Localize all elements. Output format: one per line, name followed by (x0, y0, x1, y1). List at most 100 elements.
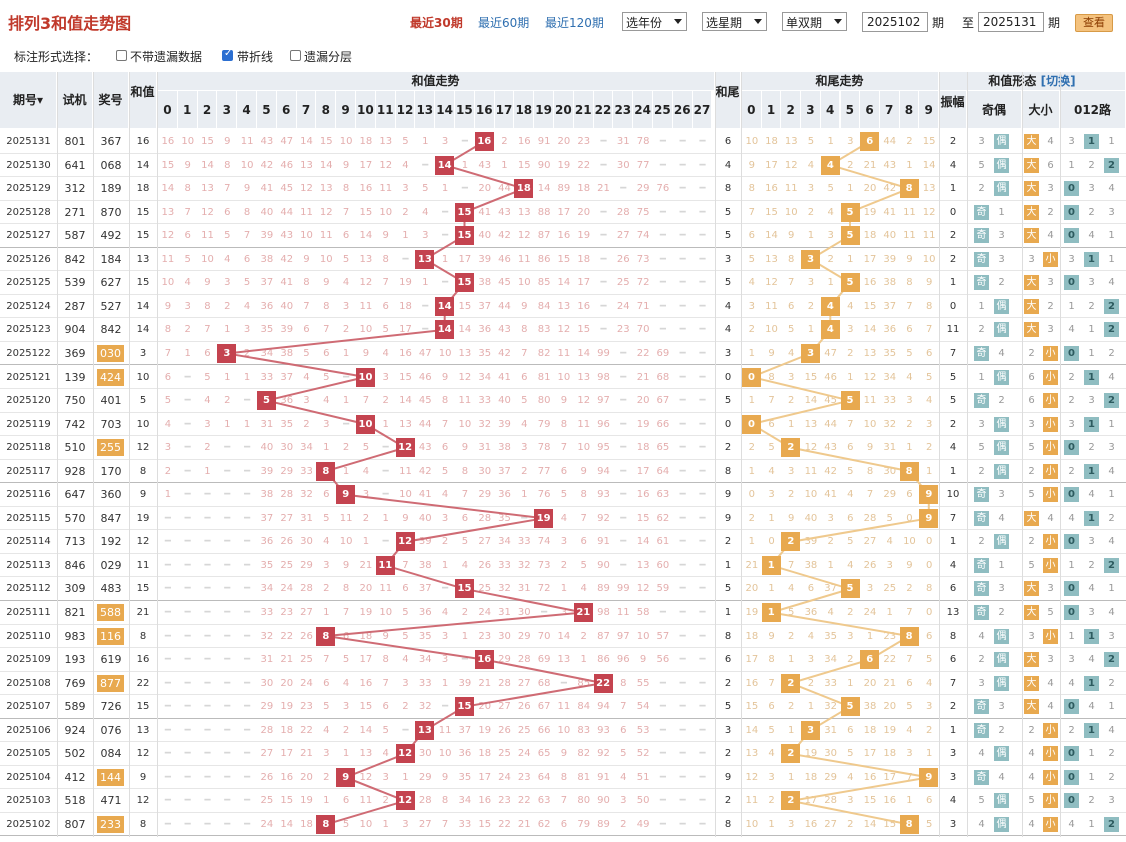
sum-miss-cell: ━ (679, 724, 686, 736)
sum-miss-cell: 37 (260, 512, 274, 524)
page-title: 排列3和值走势图 (8, 14, 132, 33)
sum-miss-cell: ━ (679, 371, 686, 383)
tail-miss-cell: 6 (748, 230, 756, 242)
sum-miss-cell: 27 (280, 512, 294, 524)
tail-miss-cell: 19 (745, 607, 759, 618)
tail-cell: 6 (724, 654, 732, 666)
sum-miss-cell: 76 (656, 183, 670, 195)
sum-miss-cell: 2 (382, 395, 389, 407)
sum-miss-cell: 52 (636, 748, 650, 760)
tail-value-mark: 8 (899, 179, 919, 199)
even-mark: 2 (998, 607, 1005, 618)
odd-mark: 奇 (974, 275, 989, 291)
test-cell: 647 (64, 488, 86, 502)
sum-miss-cell: 5 (362, 442, 370, 454)
tail-miss-cell: 8 (788, 253, 795, 265)
sum-value-mark: 3 (217, 343, 237, 363)
link-recent-60[interactable]: 最近60期 (478, 16, 530, 30)
sum-miss-cell: 21 (478, 677, 492, 689)
sum-miss-cell: ━ (224, 536, 231, 548)
even-mark: 3 (998, 583, 1005, 595)
sum-miss-cell: ━ (699, 677, 706, 689)
sum-miss-cell: ━ (659, 230, 666, 242)
sum-col-11: 11 (375, 91, 396, 129)
tail-miss-cell: 13 (922, 183, 936, 195)
table-row (0, 507, 1126, 531)
sum-miss-cell: ━ (184, 536, 191, 548)
tail-miss-cell: 20 (863, 183, 877, 195)
checkbox-line[interactable] (222, 48, 233, 61)
sum-miss-cell: 34 (458, 795, 472, 807)
sum-miss-cell: 35 (418, 630, 432, 642)
to-period-input[interactable]: 2025131 (978, 12, 1044, 32)
sum-miss-cell: 5 (382, 724, 389, 736)
select-year[interactable]: 选年份 (622, 12, 687, 31)
sum-miss-cell: 30 (280, 442, 294, 454)
sum-col-5: 5 (257, 91, 277, 129)
sum-miss-cell: 9 (382, 630, 389, 642)
route-1-mark: 1 (1084, 675, 1099, 691)
sum-miss-cell: ━ (699, 724, 706, 736)
sum-col-7: 7 (296, 91, 317, 129)
query-button[interactable]: 查看 (1075, 14, 1113, 32)
header-period[interactable]: 期号▾ (0, 72, 57, 129)
sum-miss-cell: ━ (679, 230, 686, 242)
sum-miss-cell: 10 (557, 371, 571, 383)
sum-miss-cell: 2 (620, 818, 627, 830)
sum-value-mark: 9 (336, 767, 356, 787)
sum-miss-cell: 3 (441, 136, 449, 147)
route-1-mark: 2 (1088, 159, 1095, 171)
route-2-mark: 2 (1108, 512, 1115, 524)
checkbox-miss-layer[interactable] (290, 50, 301, 61)
from-period-input[interactable]: 2025102 (862, 12, 928, 32)
sum-miss-cell: ━ (699, 324, 706, 336)
period-cell: 2025112 (6, 583, 51, 595)
tail-miss-cell: 14 (863, 324, 877, 336)
switch-link[interactable]: [切换] (1036, 74, 1076, 88)
amp-cell: 2 (949, 418, 957, 430)
tail-miss-cell: 29 (883, 489, 897, 501)
sum-miss-cell: 10 (201, 253, 214, 265)
tail-miss-cell: 3 (768, 771, 775, 783)
even-mark: 2 (998, 724, 1005, 736)
sum-miss-cell: 5 (461, 536, 469, 548)
link-recent-120[interactable]: 最近120期 (545, 16, 604, 30)
select-weekday[interactable]: 选星期 (702, 12, 767, 31)
sum-miss-cell: 3 (560, 536, 568, 548)
sum-cell: 12 (136, 795, 150, 807)
sum-miss-cell: ━ (699, 795, 706, 807)
link-recent-30[interactable]: 最近30期 (410, 16, 463, 30)
sum-miss-cell: 76 (537, 489, 551, 501)
checkbox-no-miss[interactable] (116, 50, 127, 61)
route-0-mark: 0 (1064, 204, 1079, 220)
sum-miss-cell: ━ (659, 818, 666, 830)
sum-miss-cell: ━ (600, 300, 607, 312)
period-cell: 2025118 (6, 442, 51, 454)
sum-miss-cell: 6 (342, 795, 350, 807)
select-odd-even[interactable]: 单双期 (782, 12, 847, 31)
sum-value-mark: 18 (514, 179, 534, 199)
sum-miss-cell: 28 (418, 795, 432, 807)
tail-miss-cell: 7 (906, 300, 913, 312)
sum-miss-cell: ━ (679, 795, 686, 807)
sum-miss-cell: 11 (359, 795, 373, 807)
tail-miss-cell: 42 (883, 183, 897, 195)
small-mark: 3 (1047, 583, 1054, 595)
sum-miss-cell: ━ (382, 442, 389, 454)
sum-miss-cell: 10 (577, 442, 591, 454)
sum-miss-cell: 12 (201, 206, 214, 218)
sum-miss-cell: ━ (679, 489, 686, 501)
period-cell: 2025107 (6, 701, 51, 713)
even-mark: 4 (998, 771, 1005, 783)
sum-value-mark: 8 (316, 461, 336, 481)
tail-miss-cell: 1 (807, 701, 815, 713)
sum-miss-cell: 33 (260, 371, 274, 383)
sum-cell: 8 (139, 818, 147, 830)
sum-miss-cell: ━ (164, 536, 171, 548)
even-mark: 偶 (994, 675, 1009, 691)
sum-miss-cell: ━ (204, 630, 211, 642)
sum-miss-cell: 9 (441, 371, 449, 383)
sum-miss-cell: 6 (323, 489, 330, 501)
sum-cell: 15 (136, 701, 150, 713)
prize-cell: 726 (100, 700, 122, 714)
